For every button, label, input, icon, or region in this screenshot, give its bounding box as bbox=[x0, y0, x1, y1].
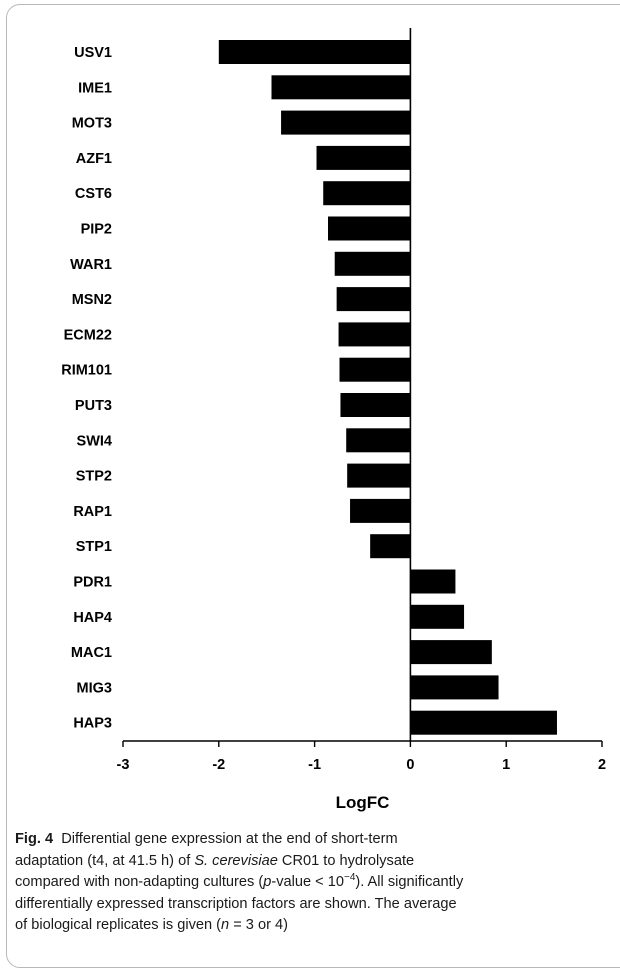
category-labels: USV1 IME1 MOT3 AZF1 CST6 PIP2 WAR1 MSN2 ECM22 RIM… bbox=[61, 45, 112, 732]
caption-line-5: of biological replicates is given (n = 3… bbox=[15, 915, 615, 937]
figure-frame bbox=[6, 4, 620, 968]
category-label-pdr1: PDR1 bbox=[73, 575, 112, 591]
category-label-pip2: PIP2 bbox=[81, 222, 112, 238]
p-exponent: −4 bbox=[343, 872, 356, 884]
figure-caption: Fig. 4 Differential gene expression at t… bbox=[15, 829, 615, 937]
species-name: S. cerevisiae bbox=[194, 852, 278, 869]
bar-put3 bbox=[340, 393, 411, 417]
bars-group bbox=[218, 40, 557, 735]
category-label-cst6: CST6 bbox=[75, 186, 112, 202]
bar-ecm22 bbox=[338, 322, 411, 347]
category-label-mot3: MOT3 bbox=[72, 116, 112, 132]
bar-hap3 bbox=[410, 710, 557, 735]
x-tick-marks bbox=[122, 741, 603, 747]
bar-azf1 bbox=[316, 145, 411, 170]
bar-msn2 bbox=[336, 287, 411, 312]
x-tick-label: -3 bbox=[117, 757, 130, 773]
bar-stp2 bbox=[347, 463, 411, 488]
caption-text-1: Differential gene expression at the end … bbox=[61, 831, 398, 847]
category-label-msn2: MSN2 bbox=[72, 292, 112, 308]
bar-rap1 bbox=[350, 498, 411, 523]
bar-stp1 bbox=[370, 534, 411, 559]
category-label-azf1: AZF1 bbox=[76, 151, 112, 167]
bar-pip2 bbox=[328, 216, 411, 241]
caption-text-2b: CR01 to hydrolysate bbox=[277, 852, 415, 869]
p-symbol: p bbox=[263, 874, 272, 891]
bar-usv1 bbox=[218, 40, 411, 64]
bar-mig3 bbox=[410, 675, 499, 700]
category-label-swi4: SWI4 bbox=[77, 433, 112, 449]
category-label-put3: PUT3 bbox=[75, 398, 112, 414]
x-tick-label: 1 bbox=[502, 757, 510, 773]
caption-text-3c: ). All significantly bbox=[355, 874, 464, 891]
x-tick-label: -1 bbox=[308, 757, 321, 773]
x-tick-label: 2 bbox=[598, 757, 606, 773]
category-label-ecm22: ECM22 bbox=[64, 327, 112, 343]
caption-text-2a: adaptation (t4, at 41.5 h) of bbox=[15, 852, 195, 869]
bar-rim101 bbox=[339, 357, 411, 382]
category-label-stp2: STP2 bbox=[76, 469, 112, 485]
caption-text-3b: -value < 10 bbox=[271, 874, 344, 891]
caption-text-3a: compared with non-adapting cultures ( bbox=[15, 874, 264, 891]
caption-line-4: differentially expressed transcription f… bbox=[15, 895, 457, 912]
category-label-war1: WAR1 bbox=[70, 257, 112, 273]
category-label-rap1: RAP1 bbox=[73, 504, 112, 520]
category-label-ime1: IME1 bbox=[78, 80, 112, 96]
bar-swi4 bbox=[346, 428, 411, 453]
x-tick-label: -2 bbox=[212, 757, 225, 773]
bar-pdr1 bbox=[410, 569, 456, 594]
category-label-mig3: MIG3 bbox=[77, 680, 112, 696]
caption-line-1: Fig. 4 Differential gene expression at t… bbox=[15, 829, 615, 851]
category-label-hap4: HAP4 bbox=[73, 610, 112, 626]
figure-label: Fig. 4 bbox=[15, 831, 54, 847]
bar-mac1 bbox=[410, 640, 492, 665]
caption-text-5b: = 3 or 4) bbox=[229, 917, 288, 934]
n-symbol: n bbox=[221, 917, 230, 934]
bar-cst6 bbox=[323, 181, 411, 206]
bar-ime1 bbox=[271, 75, 411, 100]
caption-line-3: compared with non-adapting cultures (p-v… bbox=[15, 872, 615, 894]
x-tick-labels: -3 -2 -1 0 1 2 bbox=[117, 757, 606, 773]
category-label-mac1: MAC1 bbox=[71, 645, 112, 661]
bar-chart: USV1 IME1 MOT3 AZF1 CST6 PIP2 WAR1 MSN2 ECM22 RIM… bbox=[61, 28, 606, 812]
category-label-rim101: RIM101 bbox=[61, 363, 112, 379]
bar-mot3 bbox=[281, 110, 411, 135]
caption-line-2: adaptation (t4, at 41.5 h) of S. cerevis… bbox=[15, 851, 615, 873]
category-label-stp1: STP1 bbox=[76, 539, 112, 555]
category-label-usv1: USV1 bbox=[74, 45, 112, 61]
x-axis-title: LogFC bbox=[336, 793, 390, 812]
category-label-hap3: HAP3 bbox=[73, 716, 112, 732]
bar-war1 bbox=[334, 251, 411, 276]
bar-hap4 bbox=[410, 604, 465, 629]
x-tick-label: 0 bbox=[406, 757, 414, 773]
caption-text-5a: of biological replicates is given ( bbox=[15, 917, 222, 934]
